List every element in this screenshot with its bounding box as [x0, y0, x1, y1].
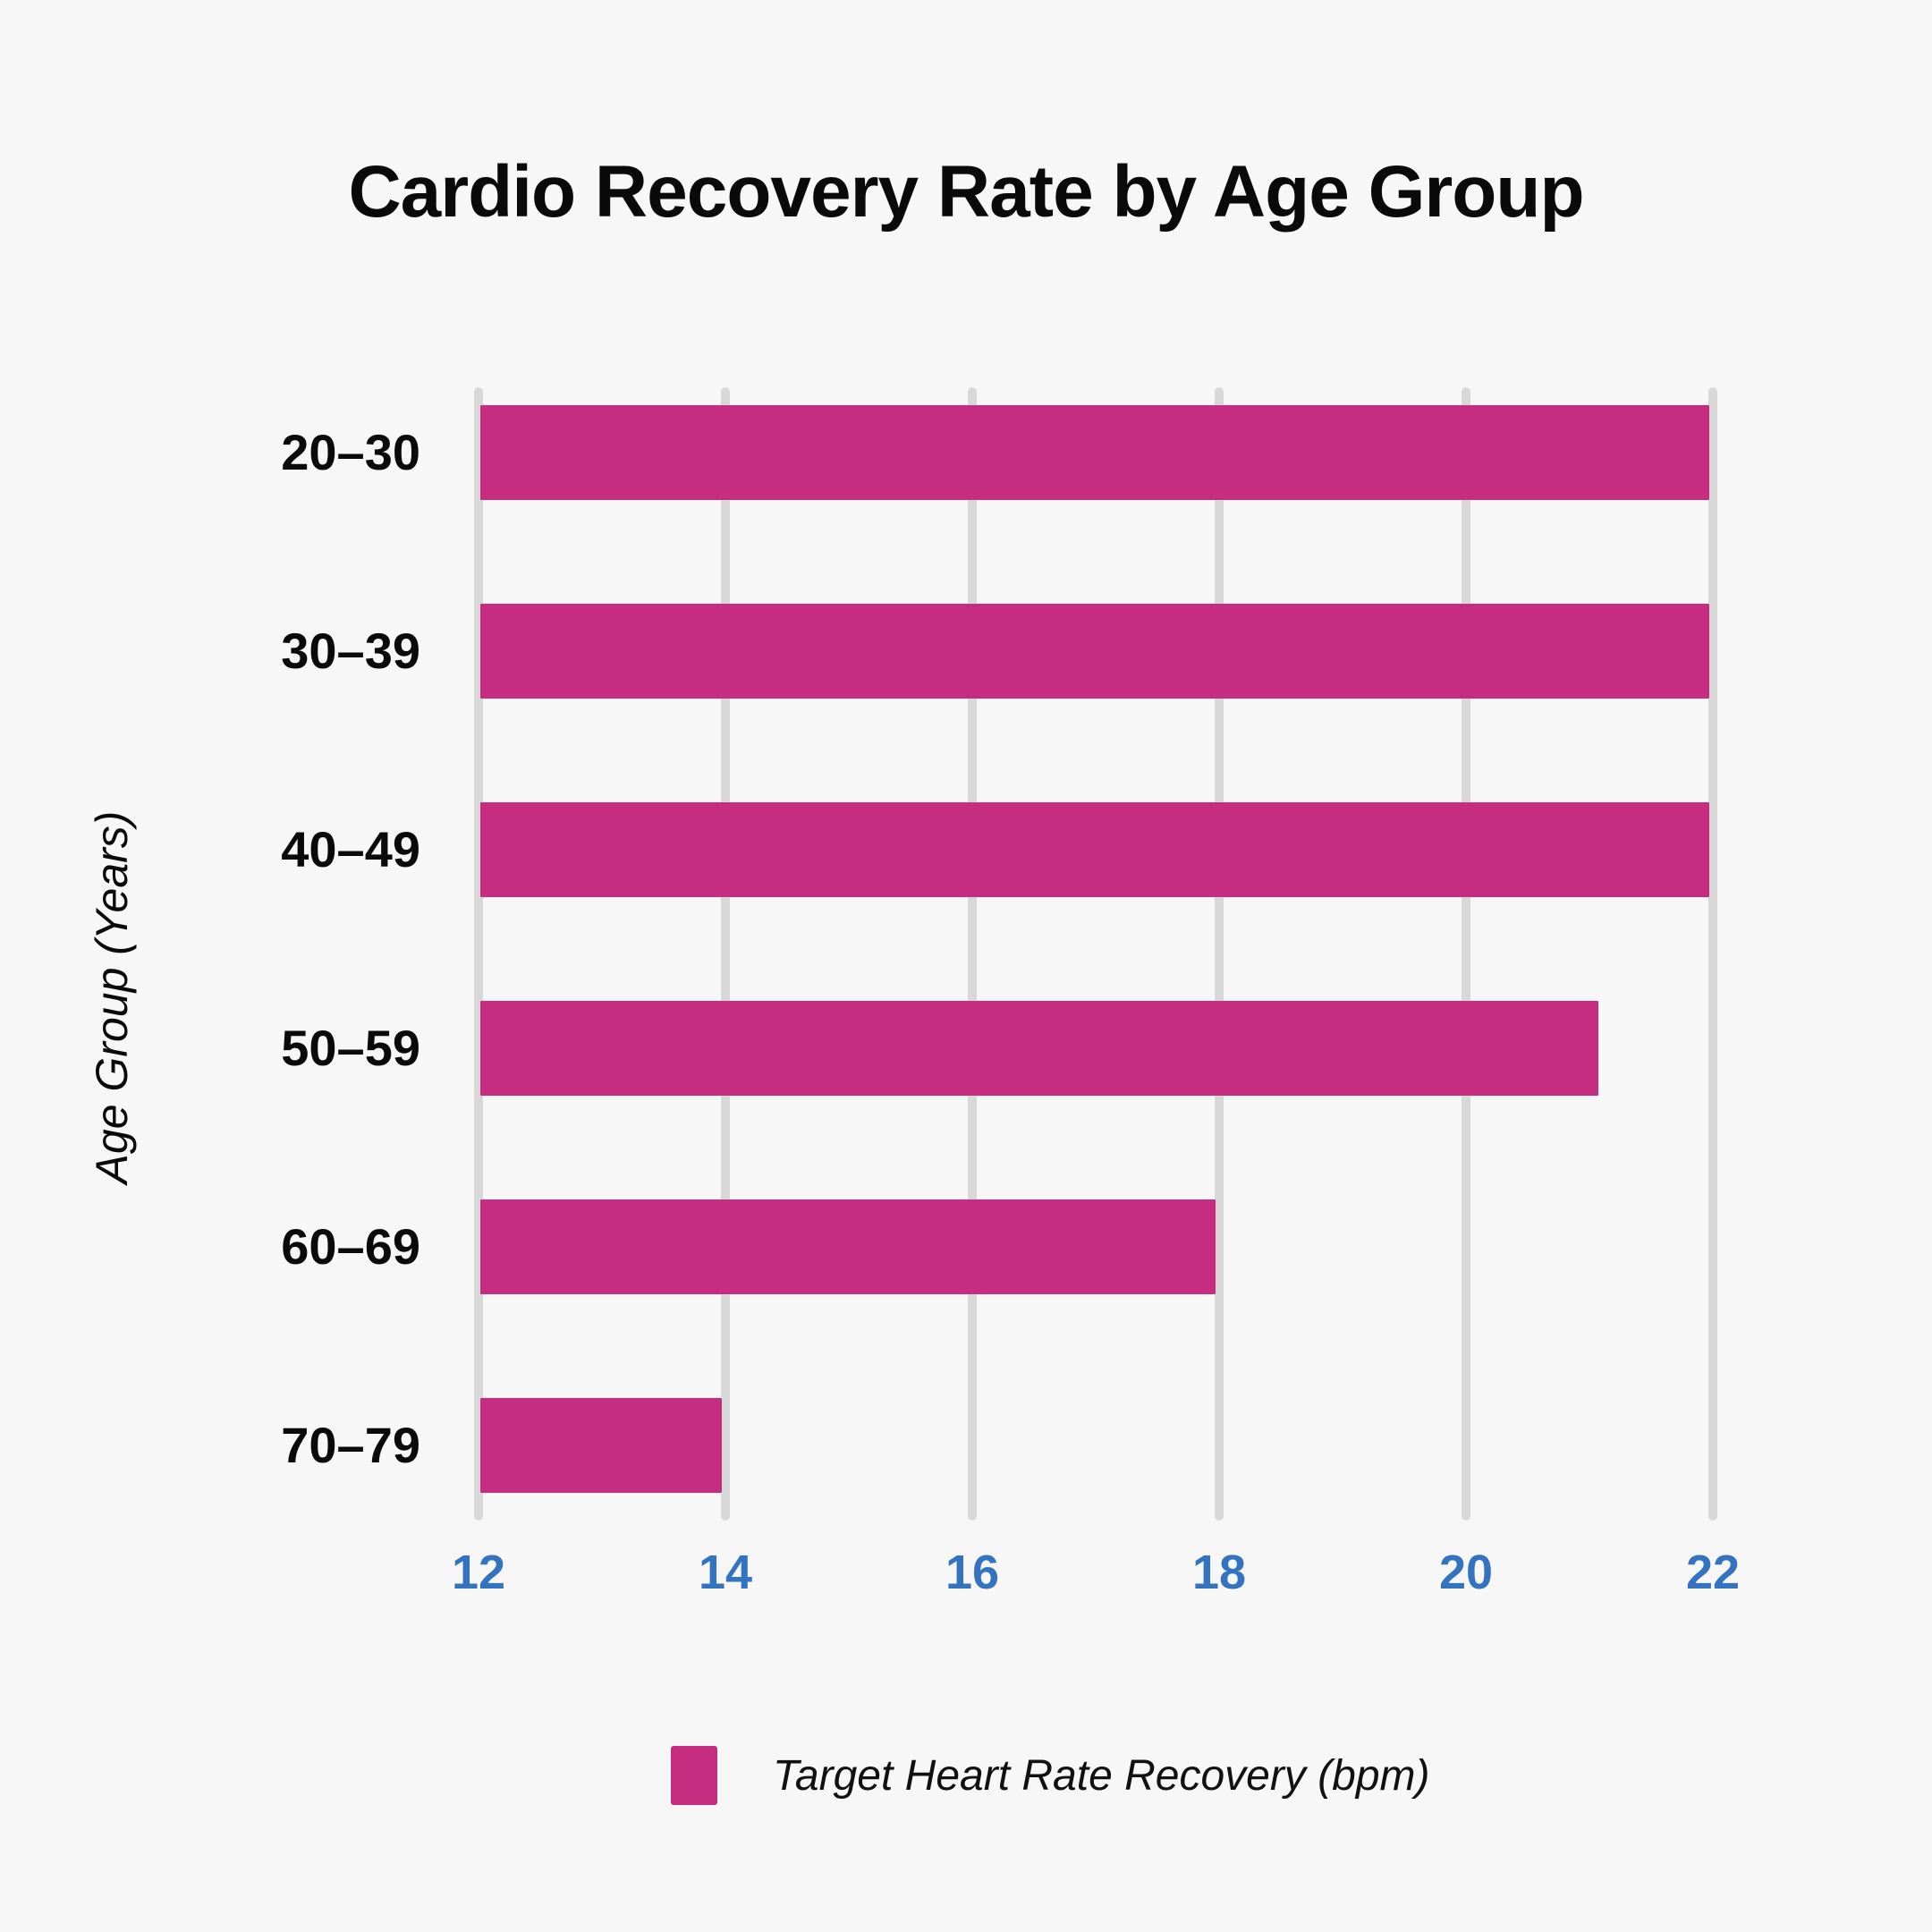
- legend-swatch: [671, 1746, 717, 1805]
- x-tick-22: 22: [1685, 1546, 1741, 1599]
- gridline-12: [474, 387, 483, 1521]
- plot-area: [474, 387, 1717, 1521]
- bar-60-69: [480, 1199, 1216, 1294]
- x-tick-18: 18: [1191, 1546, 1247, 1599]
- x-tick-20: 20: [1438, 1546, 1494, 1599]
- bar-50-59: [480, 1001, 1598, 1096]
- gridline-14: [721, 387, 730, 1521]
- bar-70-79: [480, 1398, 722, 1493]
- gridline-20: [1462, 387, 1470, 1521]
- legend-label: Target Heart Rate Recovery (bpm): [773, 1751, 1430, 1800]
- y-tick-50-59: 50–59: [281, 1020, 420, 1076]
- bar-30-39: [480, 604, 1709, 699]
- x-tick-16: 16: [945, 1546, 1000, 1599]
- gridline-16: [968, 387, 977, 1521]
- y-tick-30-39: 30–39: [281, 623, 420, 679]
- legend: Target Heart Rate Recovery (bpm): [671, 1746, 1430, 1805]
- chart-title: Cardio Recovery Rate by Age Group: [348, 151, 1584, 233]
- y-tick-20-30: 20–30: [281, 424, 420, 480]
- y-tick-70-79: 70–79: [281, 1417, 420, 1473]
- bar-20-30: [480, 405, 1709, 500]
- gridline-22: [1708, 387, 1717, 1521]
- x-tick-14: 14: [698, 1546, 753, 1599]
- x-tick-12: 12: [451, 1546, 506, 1599]
- y-tick-60-69: 60–69: [281, 1218, 420, 1275]
- gridline-18: [1215, 387, 1224, 1521]
- y-tick-40-49: 40–49: [281, 821, 420, 877]
- bar-40-49: [480, 802, 1709, 897]
